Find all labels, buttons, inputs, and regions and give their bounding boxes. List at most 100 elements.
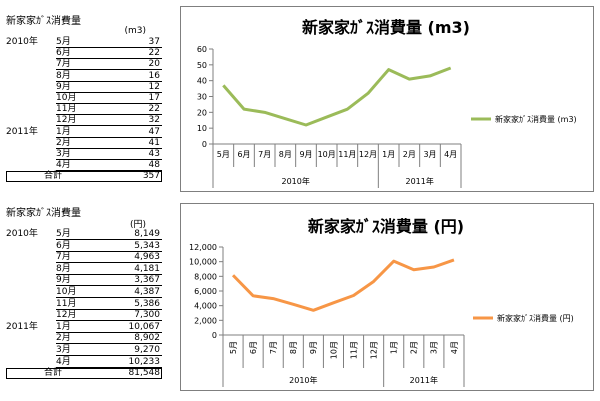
table-row: 6月 5,343 <box>6 241 162 252</box>
x-tick-label: 7月 <box>258 150 271 159</box>
total-row: 合計 357 <box>6 171 162 183</box>
table-row: 2011年 1月 10,067 <box>6 322 162 333</box>
value-cell: 43 <box>148 149 160 159</box>
y-tick-label: 0 <box>202 140 207 149</box>
x-tick-label: 5月 <box>229 341 238 354</box>
month-label: 11月 <box>56 298 77 309</box>
value-cell: 48 <box>148 160 160 171</box>
value-cell: 12 <box>148 81 160 92</box>
table-row: 2010年 5月 8,149 <box>6 229 162 240</box>
table-row: 11月 5,386 <box>6 299 162 310</box>
row-underline <box>56 114 162 116</box>
table-row: 6月 22 <box>6 48 162 60</box>
y-tick-label: 2,000 <box>194 316 217 325</box>
table-row: 7月 4,963 <box>6 252 162 264</box>
total-box <box>6 368 162 380</box>
total-row: 合計 81,548 <box>6 368 162 380</box>
month-label: 9月 <box>56 275 71 286</box>
x-tick-label: 10月 <box>318 150 336 159</box>
y-tick-label: 10 <box>197 124 207 133</box>
value-cell: 9,270 <box>134 345 160 355</box>
month-label: 8月 <box>56 70 71 81</box>
value-cell: 8,149 <box>134 229 160 239</box>
value-cell: 20 <box>148 59 160 70</box>
table-title: 新家家ｶﾞｽ消費量 <box>6 16 81 27</box>
x-tick-label: 8月 <box>279 150 292 159</box>
table-row: 9月 12 <box>6 82 162 93</box>
value-cell: 32 <box>148 115 160 126</box>
value-cell: 4,181 <box>134 263 160 274</box>
y-tick-label: 10,000 <box>189 258 217 267</box>
row-underline <box>56 136 162 138</box>
month-label: 11月 <box>56 104 77 115</box>
value-cell: 10,233 <box>128 356 161 367</box>
value-cell: 4,387 <box>134 287 160 297</box>
row-underline <box>56 308 162 310</box>
month-label: 7月 <box>56 252 71 263</box>
value-cell: 8,902 <box>134 333 160 344</box>
x-tick-label: 1月 <box>382 150 395 159</box>
table-title: 新家家ｶﾞｽ消費量 <box>6 208 81 219</box>
x-tick-label: 12月 <box>369 341 378 359</box>
x-tick-label: 8月 <box>289 341 298 354</box>
month-label: 12月 <box>56 310 77 321</box>
row-underline <box>56 366 162 368</box>
chart-yen-frame: 新家家ｶﾞｽ消費量 (円) 0 2,000 4,000 6,000 8,000 10,000… <box>180 203 594 391</box>
chart-m3-frame: 新家家ｶﾞｽ消費量 (m3) 0 10 20 30 40 50 60 5月 6月 7月 8月 9月 10月… <box>180 6 594 192</box>
row-underline <box>56 125 162 127</box>
table-row: 7月 20 <box>6 59 162 71</box>
row-underline <box>56 170 162 172</box>
row-underline <box>56 297 162 298</box>
value-cell: 5,386 <box>134 298 160 309</box>
chart-title: 新家家ｶﾞｽ消費量 (円) <box>308 217 464 236</box>
group-label: 2010年 <box>289 375 317 385</box>
legend-label: 新家家ｶﾞｽ消費量 (m3) <box>495 114 577 124</box>
row-underline <box>56 250 162 252</box>
total-box <box>6 171 162 183</box>
total-value: 81,548 <box>128 368 161 379</box>
month-label: 10月 <box>56 287 77 297</box>
row-underline <box>56 343 162 345</box>
y-tick-label: 60 <box>197 45 207 54</box>
month-label: 3月 <box>56 149 71 159</box>
year-label: 2011年 <box>6 321 38 332</box>
x-tick-label: 1月 <box>390 341 399 354</box>
month-label: 2月 <box>56 333 71 344</box>
value-cell: 17 <box>148 93 160 103</box>
row-underline <box>56 147 162 149</box>
table-row: 2010年 5月 37 <box>6 37 162 48</box>
y-tick-label: 20 <box>197 108 207 117</box>
month-label: 8月 <box>56 263 71 274</box>
series-line <box>222 66 452 127</box>
table-row: 4月 10,233 <box>6 357 162 368</box>
total-label: 合計 <box>44 171 63 182</box>
x-tick-label: 11月 <box>349 341 358 359</box>
y-tick-label: 12,000 <box>189 243 217 252</box>
x-tick-label: 9月 <box>309 341 318 354</box>
table-row: 2月 41 <box>6 138 162 149</box>
series-line <box>231 258 455 312</box>
month-label: 6月 <box>56 48 71 59</box>
y-tick-label: 40 <box>197 77 207 86</box>
table-row: 3月 9,270 <box>6 345 162 356</box>
row-underline <box>56 103 162 104</box>
value-cell: 41 <box>148 137 160 148</box>
month-label: 5月 <box>56 37 71 47</box>
table-unit: (m3) <box>124 26 146 36</box>
table-row: 12月 32 <box>6 115 162 127</box>
x-tick-label: 6月 <box>249 341 258 354</box>
value-cell: 4,963 <box>134 252 160 263</box>
x-tick-label: 2月 <box>403 150 416 159</box>
month-label: 1月 <box>56 126 71 137</box>
table-row: 8月 16 <box>6 71 162 82</box>
table-row: 12月 7,300 <box>6 310 162 322</box>
total-value: 357 <box>142 171 160 182</box>
month-label: 7月 <box>56 59 71 70</box>
year-label: 2011年 <box>6 126 38 137</box>
table-row: 8月 4,181 <box>6 264 162 275</box>
month-label: 3月 <box>56 345 71 355</box>
value-cell: 22 <box>148 48 160 59</box>
month-label: 9月 <box>56 81 71 92</box>
gas-yen-table: 新家家ｶﾞｽ消費量 (円) 2010年 5月 8,149 6月 5,343 7月 4,963… <box>6 204 162 389</box>
value-cell: 3,367 <box>134 275 160 286</box>
